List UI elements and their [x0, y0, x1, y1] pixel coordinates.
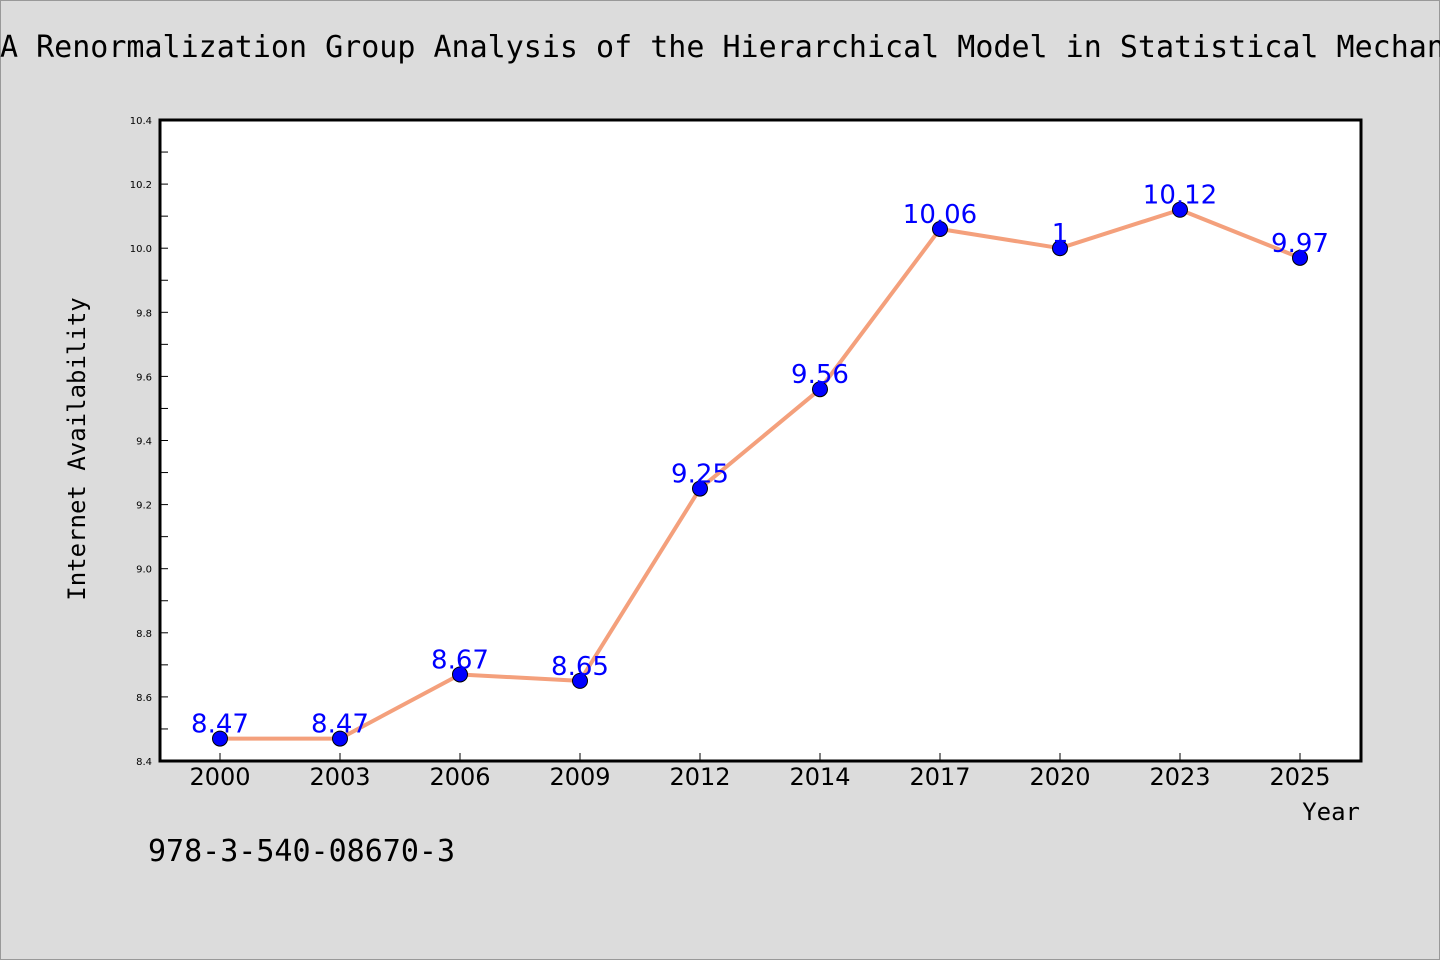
data-point [932, 220, 948, 237]
data-point [692, 480, 708, 497]
x-tick-label: 2020 [1029, 763, 1090, 791]
y-tick-label: 9.2 [136, 501, 152, 512]
markers-group [212, 201, 1308, 747]
x-axis-label: Year [1302, 798, 1360, 826]
y-tick-label: 10.0 [130, 244, 152, 255]
series-line [220, 207, 1301, 741]
data-point [212, 730, 228, 747]
x-tick-label: 2003 [309, 763, 370, 791]
data-label: 10.06 [903, 200, 977, 230]
y-axis-label: Internet Availability [63, 297, 91, 600]
x-axis: 2000 2003 2006 2009 2012 2014 2017 2020 2023 2025 [189, 753, 1331, 791]
y-tick-label: 9.6 [136, 372, 152, 383]
y-tick-label: 10.4 [130, 116, 152, 127]
y-tick-label: 9.4 [136, 437, 152, 448]
data-label: 8.47 [311, 710, 369, 740]
data-labels-group: 8.47 8.47 8.67 8.65 9.25 9.56 10.06 1 10.12 9.97 [191, 181, 1329, 740]
data-label: 9.25 [671, 460, 729, 490]
data-point [332, 730, 348, 747]
data-point [452, 666, 468, 683]
x-tick-label: 2006 [429, 763, 490, 791]
data-label: 10.12 [1143, 181, 1217, 211]
y-tick-label: 8.4 [136, 757, 152, 768]
data-point [1052, 240, 1068, 257]
x-tick-label: 2000 [189, 763, 250, 791]
data-label: 9.97 [1271, 229, 1329, 259]
x-tick-label: 2017 [909, 763, 970, 791]
x-tick-label: 2023 [1149, 763, 1210, 791]
y-axis: 8.4 8.6 8.8 9.0 9.2 9.4 9.6 9.8 10.0 10.2 10.4 [130, 116, 168, 768]
data-point [1292, 249, 1308, 266]
y-tick-label: 8.6 [136, 693, 152, 704]
data-label: 1 [1052, 219, 1069, 249]
y-tick-label: 9.8 [136, 308, 152, 319]
y-tick-label: 9.0 [136, 565, 152, 576]
isbn-text: 978-3-540-08670-3 [148, 834, 456, 869]
data-label: 9.56 [791, 360, 849, 390]
x-tick-label: 2025 [1269, 763, 1330, 791]
x-tick-label: 2012 [669, 763, 730, 791]
data-label: 8.47 [191, 710, 249, 740]
data-label: 8.67 [431, 645, 489, 675]
y-tick-label: 10.2 [130, 180, 152, 191]
data-point [1172, 201, 1188, 218]
chart-title: A Renormalization Group Analysis of the … [0, 30, 1440, 65]
data-label: 8.65 [551, 652, 609, 682]
x-tick-label: 2014 [789, 763, 850, 791]
data-point [572, 672, 588, 689]
series-line-group [220, 207, 1301, 741]
x-tick-label: 2009 [549, 763, 610, 791]
data-point [812, 381, 828, 398]
y-tick-label: 8.8 [136, 629, 152, 640]
